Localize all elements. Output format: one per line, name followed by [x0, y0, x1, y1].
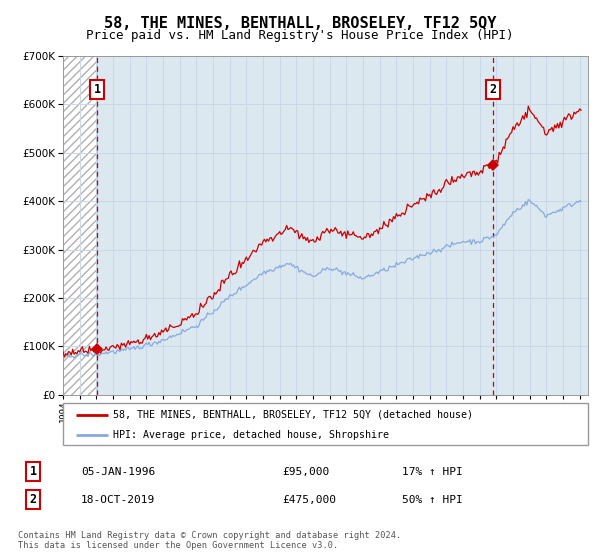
Text: £95,000: £95,000 — [282, 466, 329, 477]
Text: 2: 2 — [490, 83, 497, 96]
Bar — [63, 56, 97, 395]
Text: 58, THE MINES, BENTHALL, BROSELEY, TF12 5QY: 58, THE MINES, BENTHALL, BROSELEY, TF12 … — [104, 16, 496, 31]
Text: Contains HM Land Registry data © Crown copyright and database right 2024.
This d: Contains HM Land Registry data © Crown c… — [18, 531, 401, 550]
Text: Price paid vs. HM Land Registry's House Price Index (HPI): Price paid vs. HM Land Registry's House … — [86, 29, 514, 41]
Text: 2: 2 — [29, 493, 37, 506]
Text: 1: 1 — [29, 465, 37, 478]
FancyBboxPatch shape — [63, 403, 588, 445]
Text: 17% ↑ HPI: 17% ↑ HPI — [402, 466, 463, 477]
Text: 05-JAN-1996: 05-JAN-1996 — [81, 466, 155, 477]
Text: 50% ↑ HPI: 50% ↑ HPI — [402, 494, 463, 505]
Text: 1: 1 — [94, 83, 101, 96]
Text: HPI: Average price, detached house, Shropshire: HPI: Average price, detached house, Shro… — [113, 430, 389, 440]
Text: 58, THE MINES, BENTHALL, BROSELEY, TF12 5QY (detached house): 58, THE MINES, BENTHALL, BROSELEY, TF12 … — [113, 410, 473, 420]
Text: £475,000: £475,000 — [282, 494, 336, 505]
Text: 18-OCT-2019: 18-OCT-2019 — [81, 494, 155, 505]
